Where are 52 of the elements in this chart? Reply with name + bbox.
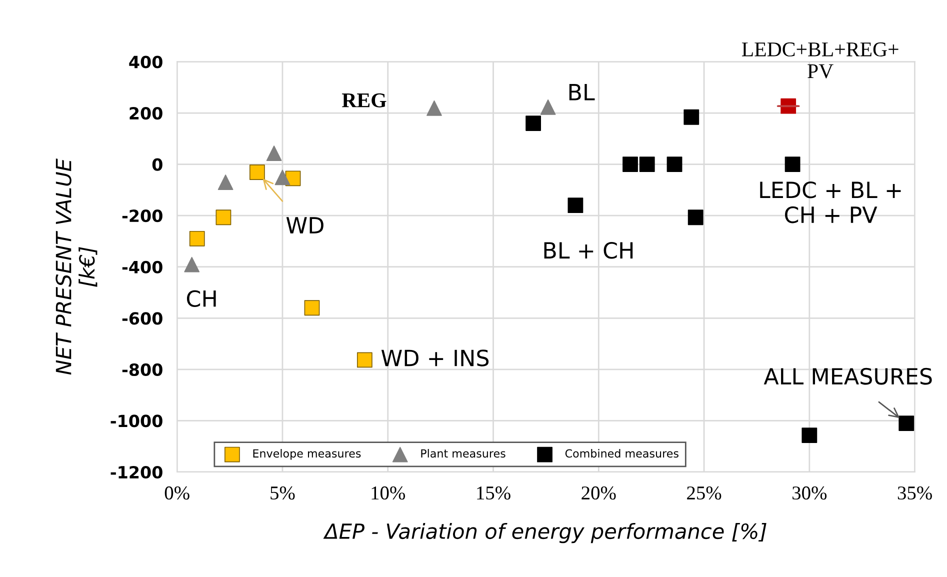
x-tick-label: 30%	[792, 486, 827, 500]
point	[784, 156, 800, 172]
point	[526, 116, 541, 131]
y-tick-label: -600	[122, 312, 162, 325]
point	[688, 210, 704, 226]
point	[274, 170, 290, 186]
point	[684, 109, 700, 125]
point	[249, 164, 265, 180]
y-tick-label: -1000	[110, 414, 162, 428]
point	[189, 230, 205, 246]
annotation: WD + INS	[381, 350, 489, 366]
y-tick-label: 200	[130, 106, 162, 120]
x-tick-label: 35%	[898, 486, 932, 500]
x-tick-label: 15%	[477, 486, 510, 500]
point	[666, 156, 682, 172]
annotation: REG	[342, 93, 386, 108]
point	[802, 428, 818, 444]
y-tick-label: -400	[122, 260, 162, 274]
y-tick-label: -1200	[110, 466, 162, 479]
legend-label: Combined measures	[565, 449, 678, 458]
y-tick-label: -800	[122, 363, 162, 376]
point	[304, 300, 320, 316]
x-tick-label: 0%	[164, 486, 190, 500]
point	[639, 156, 655, 172]
legend-label: Envelope measures	[253, 449, 361, 460]
annotation: CH	[186, 290, 216, 308]
point	[568, 198, 584, 214]
point	[426, 100, 442, 116]
x-tick-label: 20%	[582, 486, 616, 500]
point	[356, 352, 372, 368]
annotation: BL	[569, 84, 595, 100]
annotation: LEDC+BL+REG+ PV	[742, 42, 898, 78]
legend-label: Plant measures	[421, 449, 506, 458]
y-axis-title: NET PRESENT VALUE [k€]	[56, 158, 98, 375]
point	[622, 156, 638, 172]
x-tick-label: 10%	[372, 486, 406, 500]
annotation: BL + CH	[544, 242, 633, 259]
x-tick-label: 5%	[270, 486, 295, 500]
point	[184, 256, 200, 272]
x-tick-label: 25%	[687, 486, 722, 500]
x-axis-title: ΔEP - Variation of energy performance [%]	[323, 522, 766, 544]
point	[218, 174, 234, 190]
y-tick-label: 0	[152, 158, 162, 171]
point	[898, 416, 914, 431]
y-tick-label: -200	[122, 210, 162, 222]
annotation: WD	[286, 217, 324, 234]
y-tick-label: 400	[129, 56, 162, 68]
annotation: LEDC + BL + CH + PV	[760, 182, 901, 224]
point	[266, 146, 282, 161]
point	[216, 210, 232, 226]
point	[540, 99, 556, 115]
annotation: ALL MEASURES	[764, 368, 932, 385]
